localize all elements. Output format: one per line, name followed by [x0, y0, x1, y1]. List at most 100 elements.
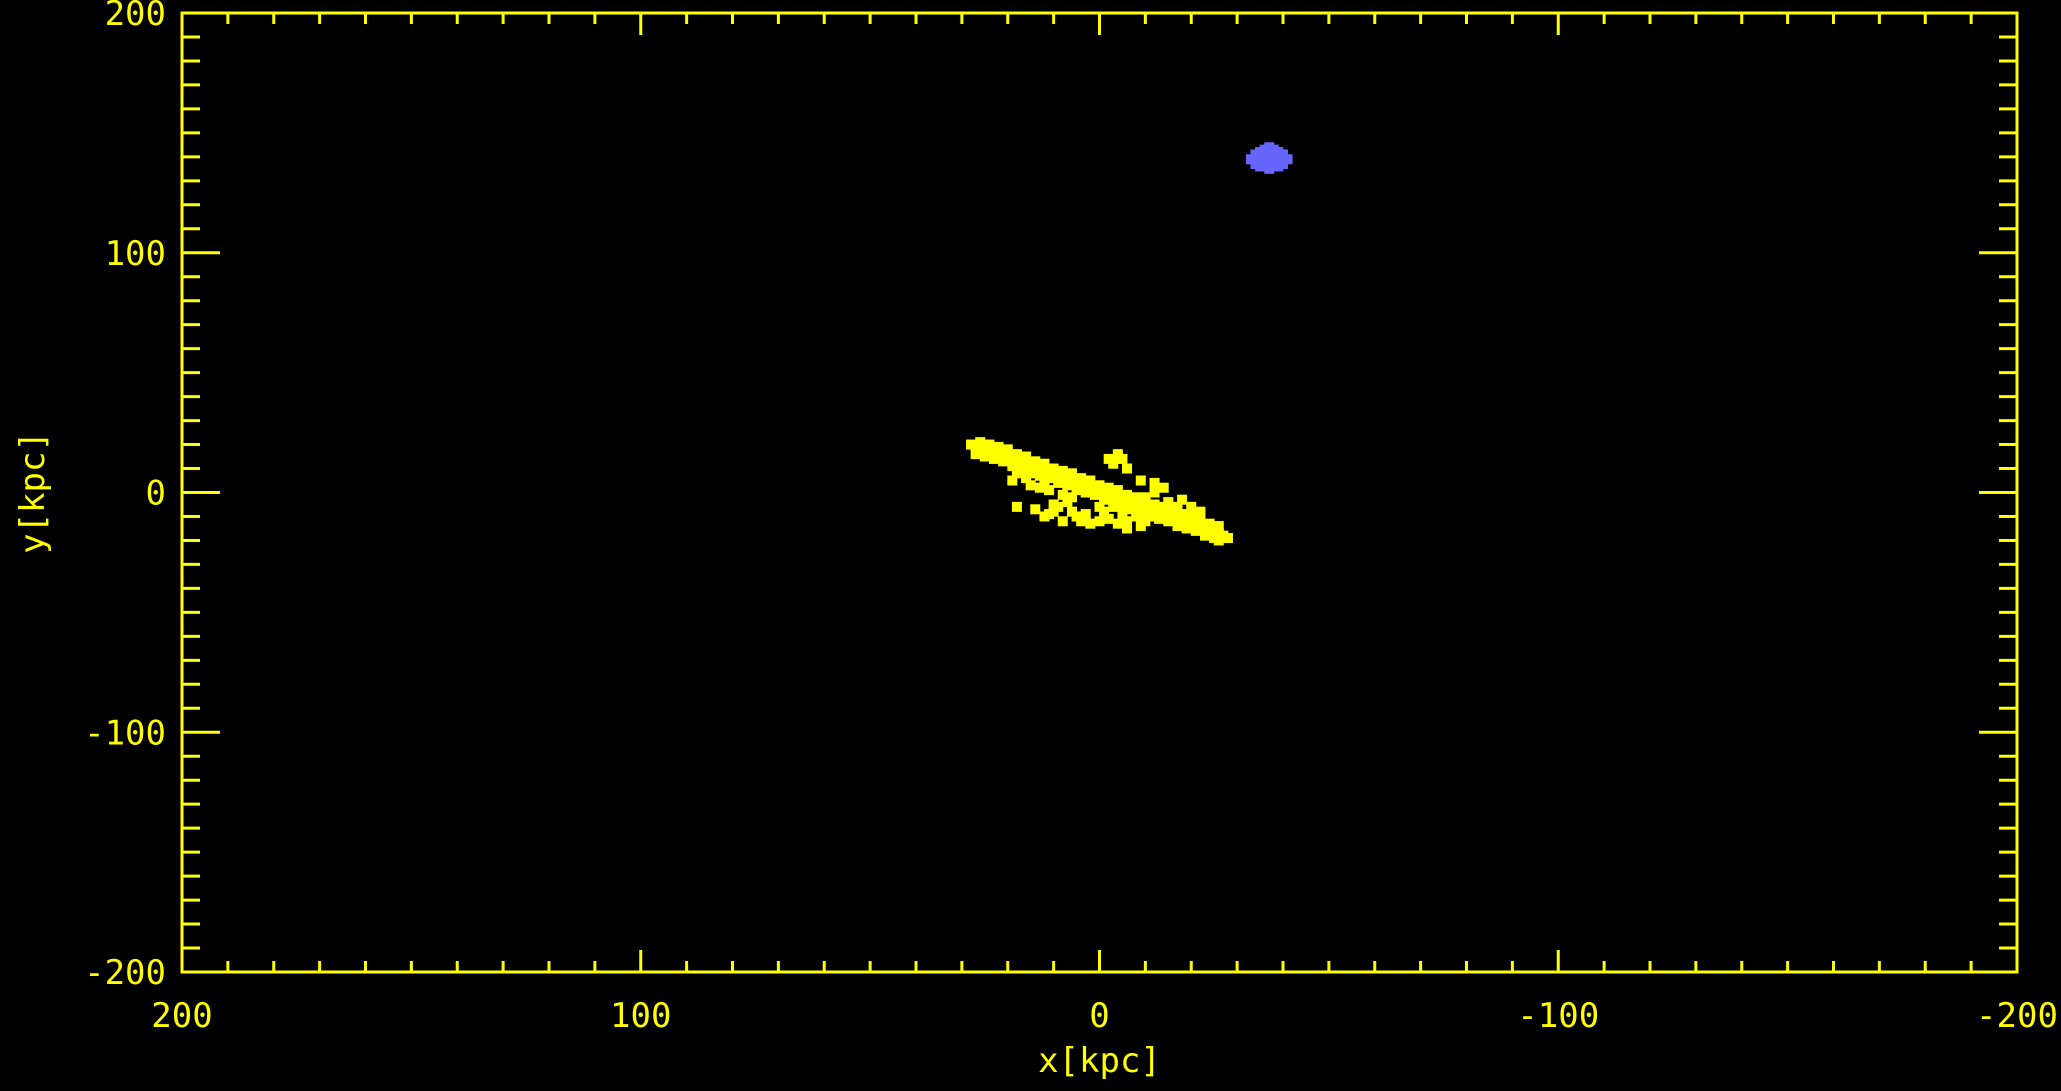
data-point	[1002, 444, 1013, 455]
x-tick-label: 200	[151, 996, 212, 1036]
data-point	[1021, 451, 1032, 462]
data-point	[1131, 511, 1142, 522]
data-point	[1122, 463, 1133, 474]
data-point	[1048, 463, 1059, 474]
data-point	[1057, 516, 1068, 527]
data-point	[1213, 521, 1224, 532]
data-point	[988, 453, 999, 464]
data-point	[1204, 518, 1215, 529]
data-point	[1177, 494, 1188, 505]
data-point	[979, 451, 990, 462]
data-point	[1268, 149, 1279, 160]
data-point	[1099, 494, 1110, 505]
y-tick-label: 100	[105, 234, 166, 274]
data-point	[1140, 516, 1151, 527]
data-point	[1021, 473, 1032, 484]
data-point	[1094, 516, 1105, 527]
plot-frame	[180, 11, 2019, 974]
data-point	[984, 439, 995, 450]
data-point	[1080, 509, 1091, 520]
y-tick-label: 200	[105, 0, 166, 34]
y-axis-label: y[kpc]	[13, 431, 53, 554]
data-point	[1186, 501, 1197, 512]
data-point	[1057, 465, 1068, 476]
data-point	[1048, 499, 1059, 510]
data-point	[1011, 468, 1022, 479]
data-point	[1135, 475, 1146, 486]
data-point	[1071, 485, 1082, 496]
data-point	[1140, 492, 1151, 503]
data-point	[1195, 506, 1206, 517]
data-point	[1076, 473, 1087, 484]
data-point	[1158, 482, 1169, 493]
data-point	[970, 449, 981, 460]
data-point	[1259, 151, 1270, 162]
data-point	[1172, 521, 1183, 532]
particles-layer	[966, 142, 1293, 546]
data-point	[1085, 518, 1096, 529]
data-point	[1131, 492, 1142, 503]
data-point	[1066, 492, 1077, 503]
data-point	[1044, 485, 1055, 496]
data-point	[1030, 456, 1041, 467]
y-tick-label: -100	[84, 713, 166, 753]
data-point	[1039, 477, 1050, 488]
data-point	[998, 456, 1009, 467]
data-point	[1039, 458, 1050, 469]
data-point	[1122, 516, 1133, 527]
data-point	[1181, 523, 1192, 534]
data-point	[1011, 449, 1022, 460]
data-point	[1154, 513, 1165, 524]
x-tick-label: -200	[1976, 996, 2058, 1036]
data-point	[1126, 504, 1137, 515]
data-point	[1030, 504, 1041, 515]
y-tick-label: -200	[84, 953, 166, 993]
data-point	[1149, 499, 1160, 510]
data-point	[1163, 497, 1174, 508]
data-point	[1094, 501, 1105, 512]
data-point	[1195, 513, 1206, 524]
data-point	[1103, 482, 1114, 493]
data-point	[1085, 475, 1096, 486]
data-point	[1112, 485, 1123, 496]
data-point	[1250, 159, 1261, 170]
data-point	[1044, 509, 1055, 520]
data-point	[1089, 489, 1100, 500]
x-tick-label: 0	[1089, 996, 1109, 1036]
data-point	[1094, 480, 1105, 491]
y-tick-label: 0	[146, 474, 166, 514]
data-point	[1273, 156, 1284, 167]
data-point	[1122, 489, 1133, 500]
data-point	[1062, 480, 1073, 491]
data-point	[1007, 461, 1018, 472]
data-point	[1108, 458, 1119, 469]
data-point	[993, 441, 1004, 452]
data-point	[1163, 516, 1174, 527]
data-point	[1108, 501, 1119, 512]
data-point	[1177, 509, 1188, 520]
x-tick-label: 100	[610, 996, 671, 1036]
data-point	[1112, 518, 1123, 529]
data-point	[1222, 533, 1233, 544]
data-point	[1117, 499, 1128, 510]
data-point	[1117, 453, 1128, 464]
data-point	[1149, 477, 1160, 488]
x-tick-label: -100	[1517, 996, 1599, 1036]
data-point	[1066, 468, 1077, 479]
x-axis-label: x[kpc]	[1038, 1041, 1161, 1081]
data-point	[1080, 487, 1091, 498]
data-point	[1186, 511, 1197, 522]
data-point	[1122, 523, 1133, 534]
disk-particles	[966, 437, 1233, 546]
data-point	[1259, 159, 1270, 170]
data-point	[1117, 509, 1128, 520]
satellite-particles	[1245, 142, 1293, 174]
data-point	[975, 437, 986, 448]
data-point	[1076, 516, 1087, 527]
data-point	[1200, 530, 1211, 541]
data-point	[1011, 501, 1022, 512]
data-point	[1053, 477, 1064, 488]
